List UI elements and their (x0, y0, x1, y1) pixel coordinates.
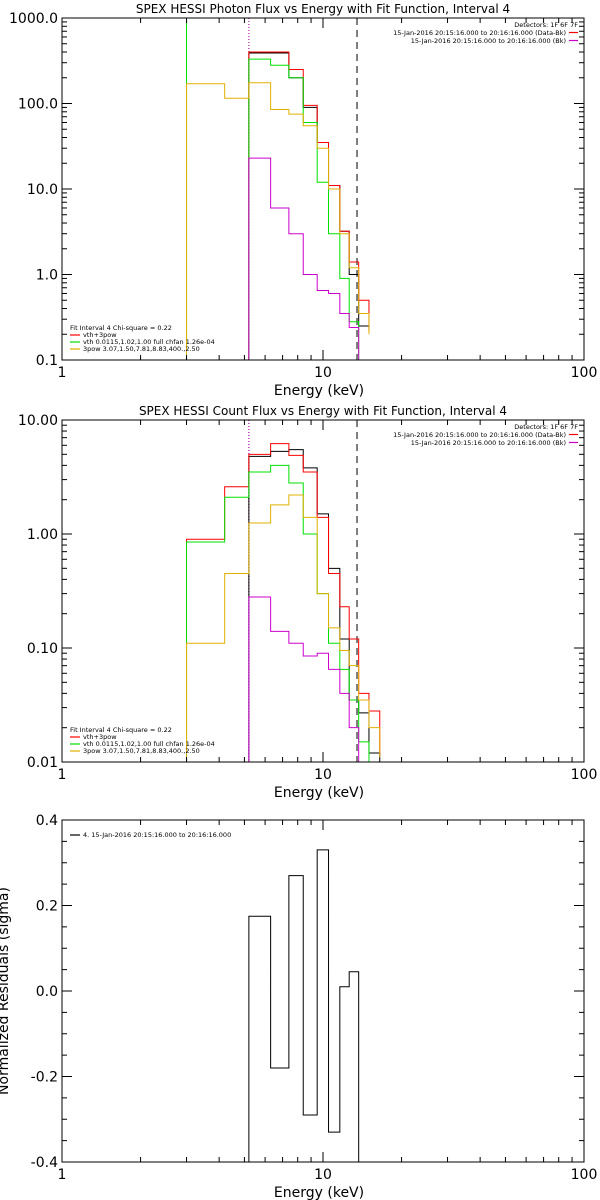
series-4-line (248, 157, 360, 360)
y-tick-label: 0.0 (36, 984, 58, 1000)
series-1-line (186, 443, 381, 762)
y-tick-label: 0.4 (36, 813, 58, 829)
info-line: 15-Jan-2016 20:15:16.000 to 20:16:16.000… (393, 29, 566, 37)
series-3-line (186, 494, 381, 762)
axes-frame (61, 819, 585, 1163)
legend-entry: vth 0.0115,1.02,1.00 full chfan 1.26e-04 (83, 740, 215, 748)
info-line: 15-Jan-2016 20:15:16.000 to 20:16:16.000… (411, 439, 566, 447)
y-tick-label: 0.01 (27, 755, 58, 771)
legend-entry: vth 0.0115,1.02,1.00 full chfan 1.26e-04 (83, 338, 215, 346)
panel-1: 1 10 100 0.1 1.0 10.0 100.0 1000.0 SPEX HESSI Ph… (9, 2, 597, 399)
y-tick-label: 0.2 (36, 899, 58, 915)
series-0-line (248, 449, 381, 762)
y-tick-label: 1.00 (27, 527, 58, 543)
series-4-line (248, 596, 360, 762)
x-tick-label: 10 (314, 1167, 332, 1183)
y-tick-label: -0.2 (31, 1070, 58, 1086)
x-tick-label: 100 (571, 767, 598, 783)
x-tick-label: 100 (571, 365, 598, 381)
legend-entry: Fit Interval 4 Chi-square = 0.22 (70, 324, 172, 332)
y-tick-label: 10.00 (18, 413, 58, 429)
legend-entry: vth+3pow (83, 331, 117, 339)
legend-entry: 3pow 3.07,1.50,7.81,8.83,400.,2.50 (83, 345, 200, 353)
series-3-line (186, 82, 370, 360)
series-2-line (248, 58, 360, 360)
x-axis-label: Energy (keV) (274, 785, 364, 801)
x-tick-label: 100 (571, 1167, 598, 1183)
y-tick-label: -0.4 (31, 1155, 58, 1171)
axes-frame (61, 419, 585, 763)
info-line: 15-Jan-2016 20:15:16.000 to 20:16:16.000… (411, 37, 566, 45)
y-tick-label: 0.1 (36, 353, 58, 369)
y-tick-label: 1.0 (36, 268, 58, 284)
x-axis-label: Energy (keV) (274, 383, 364, 399)
series-1-line (248, 51, 370, 360)
panel-2: 1 10 100 0.01 0.10 1.00 10.00 SPEX HESSI Count … (18, 404, 597, 801)
x-tick-label: 1 (58, 1167, 67, 1183)
legend-entry: Fit Interval 4 Chi-square = 0.22 (70, 726, 172, 734)
x-tick-label: 10 (314, 365, 332, 381)
x-tick-label: 1 (58, 767, 67, 783)
series-0-line (248, 849, 360, 1162)
y-tick-label: 0.10 (27, 641, 58, 657)
info-line: 15-Jan-2016 20:15:16.000 to 20:16:16.000… (393, 431, 566, 439)
axes-frame (61, 17, 585, 361)
legend-entry: vth+3pow (83, 733, 117, 741)
chart-title: SPEX HESSI Photon Flux vs Energy with Fi… (136, 2, 510, 16)
legend-entry: 4. 15-Jan-2016 20:15:16.000 to 20:16:16.… (83, 831, 231, 839)
chart-title: SPEX HESSI Count Flux vs Energy with Fit… (139, 404, 507, 418)
y-tick-label: 1000.0 (9, 11, 58, 27)
x-tick-label: 10 (314, 767, 332, 783)
x-axis-label: Energy (keV) (274, 1185, 364, 1200)
x-tick-label: 1 (58, 365, 67, 381)
info-line: Detectors: 1F 6F 7F (514, 21, 578, 29)
legend-entry: 3pow 3.07,1.50,7.81,8.83,400.,2.50 (83, 747, 200, 755)
info-line: Detectors: 1F 6F 7F (514, 423, 578, 431)
panel-3: 1 10 100 -0.4 -0.2 0.0 0.2 0.4 Energy (keV) Norma… (0, 813, 597, 1200)
y-axis-label: Normalized Residuals (sigma) (0, 887, 12, 1095)
series-2-line (186, 464, 370, 762)
y-tick-label: 10.0 (27, 182, 58, 198)
series-0-line (248, 52, 370, 360)
y-tick-label: 100.0 (18, 97, 58, 113)
